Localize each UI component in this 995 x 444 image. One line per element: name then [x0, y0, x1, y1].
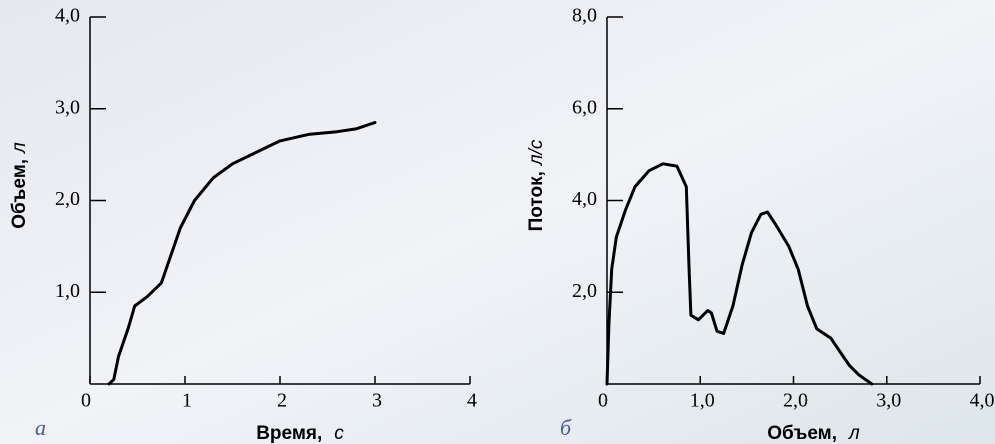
y-axis-label: Поток, л/с — [526, 139, 547, 231]
x-tick-label: 0 — [598, 390, 608, 412]
x-label-text: Время, — [256, 423, 322, 444]
y-tick-label: 3,0 — [55, 96, 80, 118]
x-tick-label: 2,0 — [783, 390, 808, 412]
x-axis-label: Объем, л — [767, 423, 860, 444]
x-tick-label: 0 — [81, 390, 91, 412]
x-axis-label: Время, с — [256, 423, 344, 444]
x-label-unit: л — [848, 423, 860, 444]
x-label-text: Объем, — [767, 423, 837, 444]
y-tick-label: 2,0 — [55, 188, 80, 210]
y-label-unit: л/с — [526, 139, 547, 166]
y-label-text: Объем, — [9, 159, 30, 229]
y-label-unit: л — [9, 142, 30, 154]
data-line — [107, 121, 377, 386]
y-tick-label: 2,0 — [572, 280, 597, 302]
panel-label: б — [560, 415, 572, 440]
x-tick-label: 1 — [182, 390, 192, 412]
y-tick-label: 6,0 — [572, 96, 597, 118]
y-tick-label: 8,0 — [572, 5, 597, 27]
x-tick-label: 3,0 — [876, 390, 901, 412]
data-line — [605, 162, 874, 386]
x-tick-label: 2 — [277, 390, 287, 412]
x-tick-label: 1,0 — [690, 390, 715, 412]
y-axis-label: Объем, л — [9, 142, 30, 229]
y-tick-label: 4,0 — [572, 188, 597, 210]
y-tick-label: 4,0 — [55, 5, 80, 27]
x-label-unit: с — [334, 423, 344, 444]
panel-label: а — [35, 415, 46, 440]
x-tick-label: 4,0 — [970, 390, 995, 412]
y-tick-label: 1,0 — [55, 280, 80, 302]
x-tick-label: 4 — [467, 390, 477, 412]
x-tick-label: 3 — [372, 390, 382, 412]
y-label-text: Поток, — [526, 171, 547, 231]
